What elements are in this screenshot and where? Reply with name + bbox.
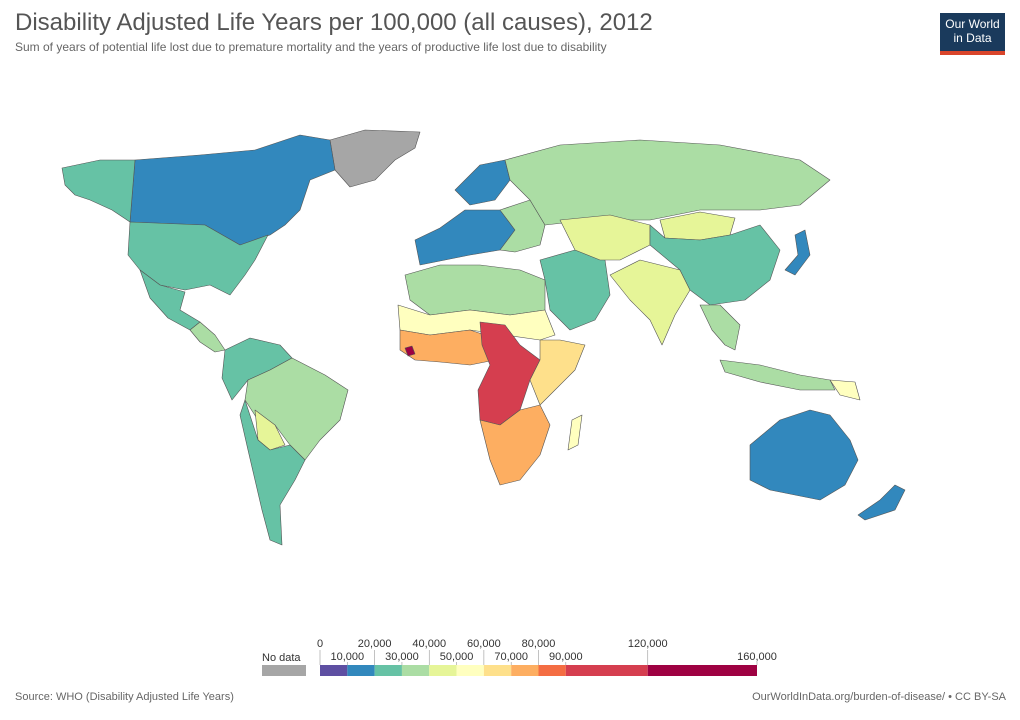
region-middle-east[interactable]: [539, 249, 611, 331]
region-central-asia[interactable]: [559, 214, 651, 261]
region-russia[interactable]: [504, 139, 831, 226]
legend-bin-4: [429, 665, 457, 676]
region-australia[interactable]: [749, 409, 859, 501]
legend-bin-3: [401, 665, 430, 676]
legend-bin-9: [565, 665, 648, 676]
legend-bottom-tick-label-5: 160,000: [737, 651, 777, 663]
chart-subtitle: Sum of years of potential life lost due …: [15, 40, 607, 54]
legend-top-tick-label-2: 40,000: [412, 638, 446, 650]
legend-bin-7: [511, 665, 539, 676]
legend-top-tick-label-5: 120,000: [628, 638, 668, 650]
region-north-africa[interactable]: [404, 264, 546, 316]
legend-bottom-tick-label-2: 50,000: [440, 651, 474, 663]
legend-bottom-tick-label-1: 30,000: [385, 651, 419, 663]
world-map: [61, 129, 906, 546]
legend-top-tick-label-0: 0: [317, 638, 323, 650]
region-greenland[interactable]: [329, 129, 421, 188]
legend-no-data-swatch: [262, 665, 306, 676]
legend-bin-5: [456, 665, 484, 676]
owid-logo[interactable]: Our World in Data: [940, 13, 1005, 55]
color-legend: No data 0 20,000 40,000 60,000 80,000 120,000…: [262, 638, 777, 676]
region-southern-africa[interactable]: [479, 404, 551, 486]
legend-bottom-tick-label-3: 70,000: [494, 651, 528, 663]
region-alaska[interactable]: [61, 159, 136, 223]
legend-top-tick-label-1: 20,000: [358, 638, 392, 650]
legend-bin-1: [347, 665, 375, 676]
region-argentina-chile[interactable]: [239, 399, 306, 546]
legend-bin-8: [538, 665, 566, 676]
legend-bottom-tick-label-0: 10,000: [330, 651, 364, 663]
legend-no-data-label: No data: [262, 652, 301, 664]
region-southeast-asia[interactable]: [699, 304, 741, 351]
legend-bin-0: [320, 665, 348, 676]
chart-title: Disability Adjusted Life Years per 100,0…: [15, 9, 653, 36]
region-sierra-leone[interactable]: [404, 345, 416, 357]
region-central-america[interactable]: [189, 321, 226, 353]
legend-bottom-tick-label-4: 90,000: [549, 651, 583, 663]
legend-bin-6: [483, 665, 512, 676]
legend-top-tick-label-3: 60,000: [467, 638, 501, 650]
region-madagascar[interactable]: [567, 414, 583, 451]
legend-top-tick-label-4: 80,000: [522, 638, 556, 650]
region-papua-new-guinea[interactable]: [829, 379, 861, 401]
region-india[interactable]: [609, 259, 691, 346]
legend-bin-2: [374, 665, 402, 676]
region-bolivia[interactable]: [254, 409, 286, 451]
source-note: Source: WHO (Disability Adjusted Life Ye…: [15, 691, 234, 703]
logo-line-1: Our World: [945, 17, 1000, 31]
region-scandinavia[interactable]: [454, 159, 511, 206]
logo-line-2: in Data: [953, 31, 992, 45]
region-china[interactable]: [649, 224, 781, 306]
legend-bin-10: [647, 665, 757, 676]
region-new-zealand[interactable]: [857, 484, 906, 521]
region-western-europe[interactable]: [414, 209, 516, 266]
region-japan[interactable]: [784, 229, 811, 276]
region-indonesia[interactable]: [719, 359, 836, 391]
region-east-africa[interactable]: [529, 339, 586, 406]
license-link[interactable]: OurWorldInData.org/burden-of-disease/ • …: [752, 691, 1006, 703]
